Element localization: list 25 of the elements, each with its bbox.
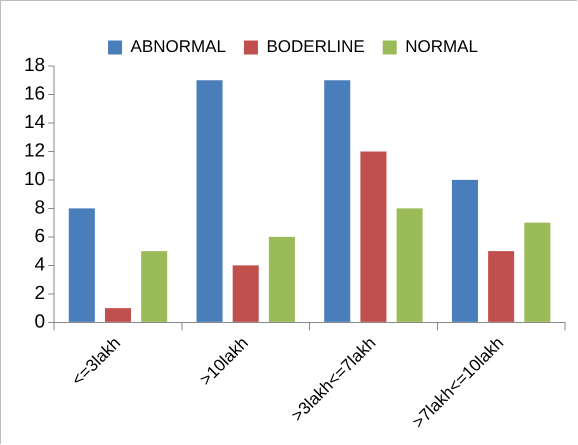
bar (324, 80, 350, 322)
bar (452, 180, 478, 322)
y-tick-label: 18 (24, 55, 46, 76)
legend-label: ABNORMAL (130, 37, 226, 56)
bar (488, 251, 514, 322)
y-tick-label: 16 (24, 84, 46, 105)
bar (141, 251, 168, 322)
bar (268, 236, 295, 322)
y-tick-label: 12 (24, 140, 46, 162)
y-tick-label: 8 (34, 198, 46, 219)
y-tick-label: 10 (24, 169, 46, 190)
bar (196, 80, 223, 322)
legend-label: NORMAL (405, 37, 478, 56)
y-tick-label: 14 (24, 112, 46, 134)
y-tick-label: 2 (34, 283, 46, 304)
bar (360, 151, 386, 322)
y-tick-label: 4 (34, 254, 46, 276)
y-tick-label: 0 (34, 312, 46, 333)
bar (524, 222, 550, 322)
bar (232, 265, 259, 322)
bar (396, 208, 423, 322)
y-tick-label: 6 (34, 226, 46, 248)
bar (68, 208, 95, 322)
legend-label: BODERLINE (266, 37, 365, 56)
bar (104, 308, 132, 322)
